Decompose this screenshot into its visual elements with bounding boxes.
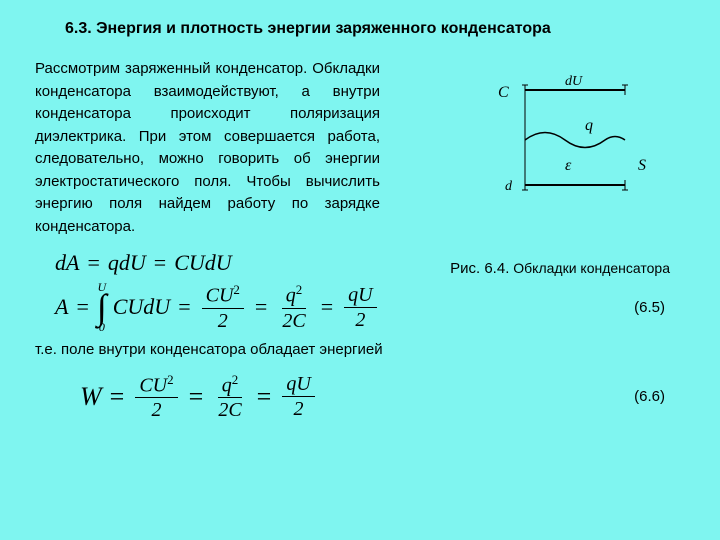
eq3-frac2: q2 2C xyxy=(214,372,245,423)
equation-1: dA=qdU=CUdU xyxy=(55,250,232,276)
integral-symbol: U ∫ 0 xyxy=(97,282,107,332)
label-q: q xyxy=(585,117,593,134)
eq2-frac3: qU 2 xyxy=(344,283,376,332)
eq3-lhs: W xyxy=(80,382,102,412)
label-c: C xyxy=(498,84,509,101)
intro-paragraph: Рассмотрим заряженный конденсатор. Обкла… xyxy=(0,48,380,238)
label-d: d xyxy=(505,179,513,194)
eq2-frac1: CU2 2 xyxy=(202,282,244,333)
eq2-integrand: CUdU xyxy=(113,294,170,320)
figure-caption: Рис. 6.4. Обкладки конденсатора xyxy=(450,260,670,277)
eq3-label: (6.6) xyxy=(634,388,665,405)
mid-text: т.е. поле внутри конденсатора обладает э… xyxy=(0,333,720,358)
section-title: 6.3. Энергия и плотность энергии заряжен… xyxy=(35,0,720,48)
figure-caption-text: Обкладки конденсатора xyxy=(513,260,670,276)
eq3-frac1: CU2 2 xyxy=(135,372,177,423)
label-eps: ε xyxy=(565,157,572,174)
label-du: dU xyxy=(565,75,583,89)
eq3-frac3: qU 2 xyxy=(282,372,314,421)
equation-3: W = CU2 2 = q2 2C = qU 2 xyxy=(80,372,318,423)
equation-2: A = U ∫ 0 CUdU = CU2 2 = q2 2C = qU 2 xyxy=(55,282,380,333)
label-s: S xyxy=(638,157,646,174)
capacitor-diagram: C dU q ε d S xyxy=(490,75,660,205)
eq2-label: (6.5) xyxy=(634,299,665,316)
eq2-frac2: q2 2C xyxy=(278,282,309,333)
figure-caption-prefix: Рис. 6.4. xyxy=(450,260,509,277)
eq2-lhs: A xyxy=(55,294,68,320)
